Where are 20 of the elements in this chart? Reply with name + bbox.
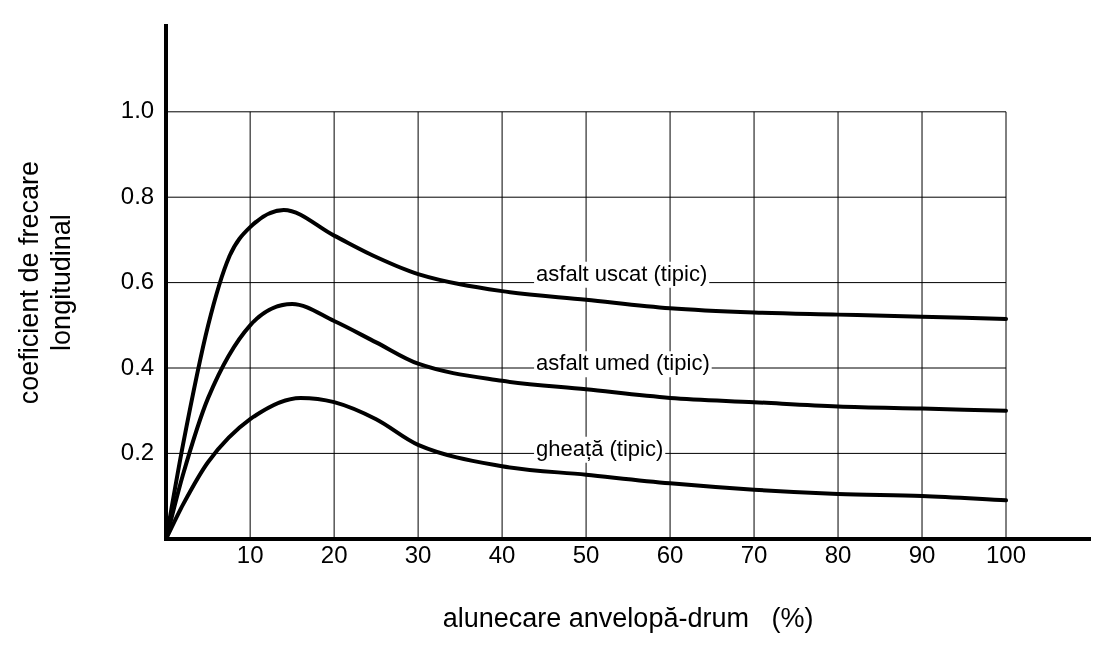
x-tick-label: 80: [824, 540, 852, 568]
x-tick-label: 10: [236, 540, 264, 568]
x-tick-label: 100: [985, 540, 1027, 568]
series-label: asfalt uscat (tipic): [536, 260, 708, 286]
x-tick-label: 30: [404, 540, 432, 568]
x-tick-label: 40: [488, 540, 516, 568]
x-tick-label: 90: [908, 540, 936, 568]
y-tick-label: 0.8: [120, 181, 155, 209]
x-tick-label: 50: [572, 540, 600, 568]
x-tick-label: 70: [740, 540, 768, 568]
x-tick-label: 60: [656, 540, 684, 568]
x-axis-title: alunecare anvelopă-drum (%): [442, 603, 814, 634]
y-tick-label: 0.6: [120, 267, 155, 295]
series-label: gheață (tipic): [536, 435, 664, 461]
y-tick-label: 0.4: [120, 352, 155, 380]
series-label: asfalt umed (tipic): [536, 350, 710, 376]
y-tick-label: 1.0: [120, 96, 155, 124]
y-axis-title: coeficient de frecare longitudinal: [13, 161, 77, 405]
y-tick-label: 0.2: [120, 438, 155, 466]
x-tick-label: 20: [320, 540, 348, 568]
